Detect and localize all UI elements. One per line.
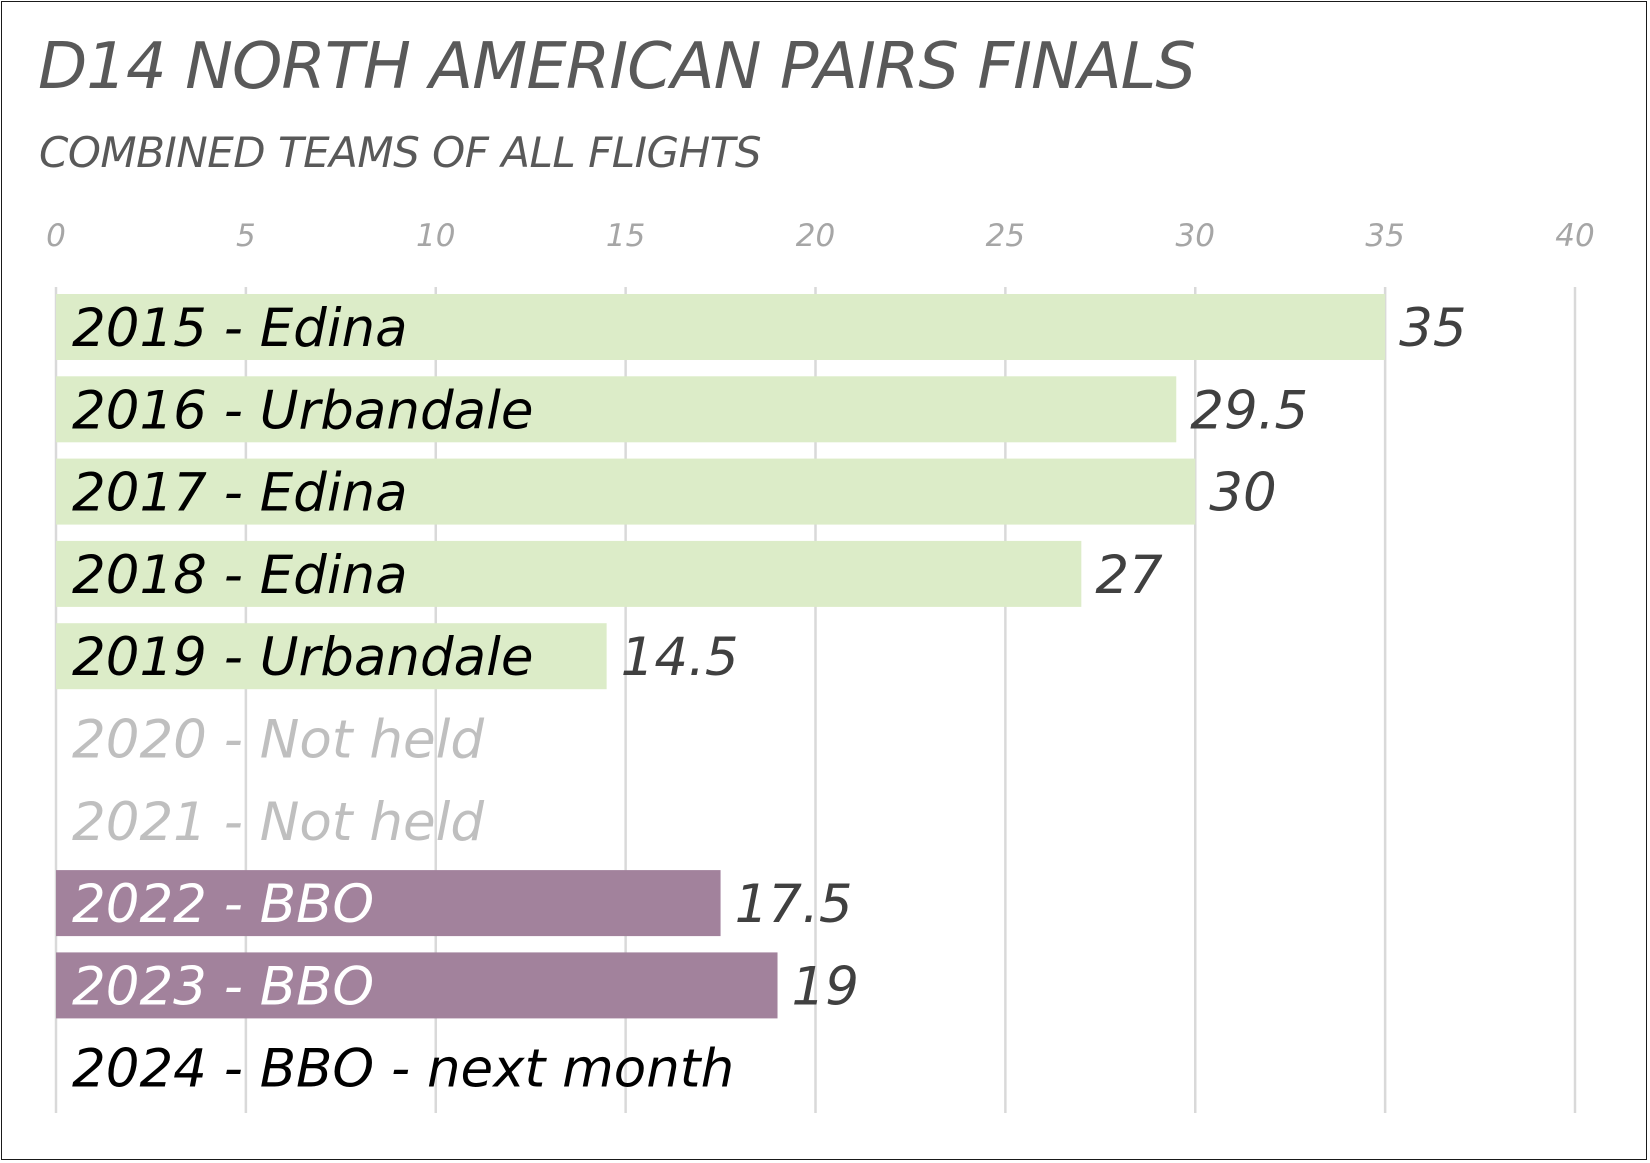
value-label-2018: 27: [1095, 545, 1163, 606]
category-label-2020: 2020 - Not held: [72, 710, 484, 771]
bar-2015: [56, 294, 1386, 360]
x-tick-label-10: 10: [416, 218, 455, 254]
bar-2022: [56, 870, 721, 937]
category-label-2021: 2021 - Not held: [72, 792, 484, 853]
x-axis-ticks: 0 5 10 15 20 25 30 35 40: [46, 218, 1595, 254]
value-label-2015: 35: [1399, 298, 1466, 359]
value-label-2022: 17.5: [735, 874, 853, 935]
category-label-2016: 2016 - Urbandale: [72, 380, 533, 441]
x-tick-label-0: 0: [46, 218, 66, 254]
bars: [56, 294, 1386, 1019]
x-tick-label-15: 15: [606, 218, 645, 254]
category-label-2023: 2023 - BBO: [72, 956, 374, 1017]
category-label-2022: 2022 - BBO: [72, 874, 374, 935]
bar-2018: [56, 540, 1082, 607]
chart-title: D14 NORTH AMERICAN PAIRS FINALS: [38, 30, 1196, 104]
bar-2016: [56, 376, 1177, 443]
x-tick-label-20: 20: [796, 218, 835, 254]
category-label-2024: 2024 - BBO - next month: [72, 1039, 734, 1100]
category-labels: 2015 - Edina 2016 - Urbandale 2017 - Edina…: [72, 298, 734, 1100]
chart-subtitle: COMBINED TEAMS OF ALL FLIGHTS: [39, 128, 761, 177]
value-label-2019: 14.5: [621, 627, 739, 688]
x-tick-label-5: 5: [236, 218, 256, 254]
bar-2017: [56, 458, 1196, 525]
value-labels: 35 29.5 30 27 14.5 17.5 19: [621, 298, 1467, 1017]
bar-2023: [56, 952, 778, 1019]
category-label-2017: 2017 - Edina: [72, 463, 408, 524]
category-label-2019: 2019 - Urbandale: [72, 627, 533, 688]
x-tick-label-30: 30: [1176, 218, 1215, 254]
value-label-2016: 29.5: [1190, 380, 1308, 441]
x-tick-label-40: 40: [1555, 218, 1594, 254]
category-label-2015: 2015 - Edina: [72, 298, 408, 359]
bar-2019: [56, 623, 607, 690]
value-label-2023: 19: [792, 956, 859, 1017]
category-label-2018: 2018 - Edina: [72, 545, 408, 606]
value-label-2017: 30: [1209, 463, 1276, 524]
x-tick-label-25: 25: [986, 218, 1025, 254]
x-tick-label-35: 35: [1365, 218, 1404, 254]
